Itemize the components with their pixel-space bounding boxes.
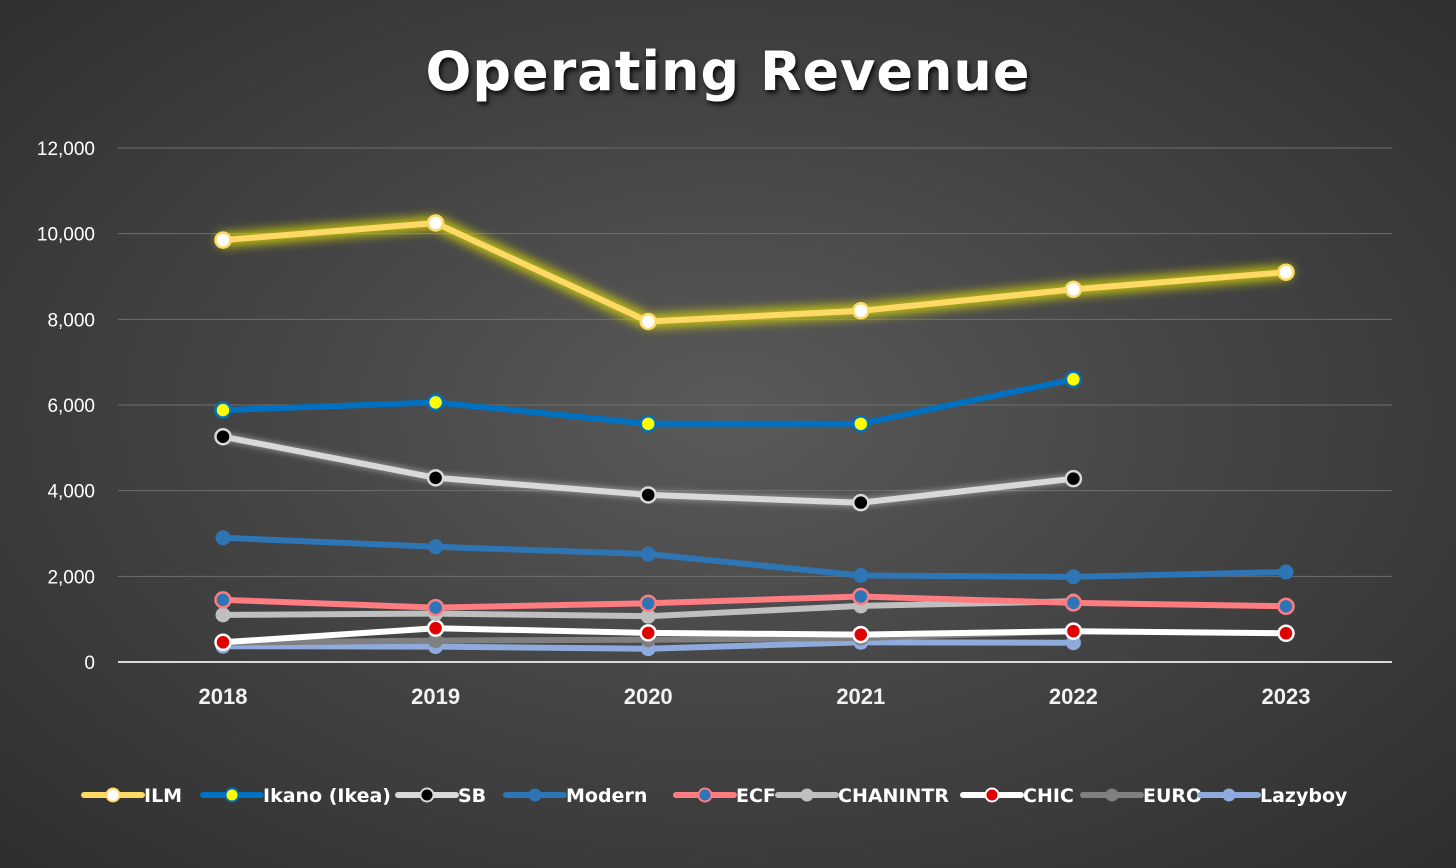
y-tick-label: 0 — [84, 653, 95, 674]
gridlines — [118, 147, 1392, 577]
data-point — [214, 633, 232, 652]
data-point — [640, 608, 656, 624]
data-point — [639, 312, 657, 331]
data-point — [1277, 597, 1295, 616]
x-tick-label: 2019 — [411, 684, 460, 709]
legend-item: CHIC — [960, 785, 1074, 807]
legend-label: CHANINTR — [838, 785, 949, 807]
data-point — [428, 633, 444, 649]
x-tick-label: 2018 — [199, 684, 248, 709]
legend-item: CHANINTR — [775, 785, 949, 807]
series-ikano-ikea- — [214, 370, 1083, 433]
data-point — [1064, 280, 1083, 299]
data-point — [852, 415, 870, 433]
data-point — [852, 302, 870, 320]
legend-swatch-marker — [800, 788, 814, 802]
data-point — [1278, 564, 1294, 580]
legend-swatch-marker — [419, 787, 435, 803]
legend-swatch-marker — [224, 787, 240, 803]
y-tick-label: 6,000 — [47, 396, 95, 417]
data-point — [639, 624, 657, 642]
series-line — [220, 625, 1289, 646]
series-chic — [214, 619, 1295, 652]
y-tick-label: 12,000 — [37, 139, 95, 160]
x-tick-label: 2021 — [836, 684, 885, 709]
y-tick-label: 2,000 — [47, 567, 95, 588]
legend-swatch-marker — [528, 788, 542, 802]
data-point — [1064, 469, 1083, 488]
series-modern — [215, 530, 1294, 585]
x-tick-label: 2020 — [624, 684, 673, 709]
legend-item: Modern — [503, 785, 647, 807]
legend: ILM Ikano (Ikea) SB Modern ECF CHANINTR CHIC EU… — [81, 785, 1348, 807]
series-ecf — [214, 587, 1295, 617]
data-point — [1277, 263, 1295, 281]
series-line — [220, 220, 1289, 325]
legend-item: Ikano (Ikea) — [200, 785, 391, 807]
data-point — [852, 625, 870, 644]
data-point — [1064, 594, 1083, 612]
legend-swatch-marker — [1222, 788, 1236, 802]
data-point — [214, 231, 232, 249]
legend-label: Lazyboy — [1260, 785, 1348, 807]
data-point — [214, 427, 232, 446]
data-point — [214, 591, 232, 609]
legend-label: CHIC — [1023, 785, 1074, 807]
legend-item: ECF — [673, 785, 776, 807]
data-point — [853, 567, 869, 583]
data-point — [215, 530, 231, 546]
series-line — [220, 534, 1289, 580]
data-point — [1064, 370, 1083, 389]
x-tick-label: 2022 — [1049, 684, 1098, 709]
legend-swatch-marker — [105, 787, 121, 803]
axes: 0 2,000 4,000 6,000 8,000 10,000 12,000 2018 201… — [37, 139, 1392, 709]
data-point — [426, 393, 445, 412]
y-tick-label: 8,000 — [47, 310, 95, 331]
data-point — [1277, 624, 1295, 643]
data-point — [852, 493, 870, 512]
series-sb — [214, 427, 1083, 512]
x-tick-label: 2023 — [1262, 684, 1311, 709]
legend-label: ILM — [144, 785, 182, 807]
data-point — [215, 607, 231, 623]
y-tick-label: 10,000 — [37, 225, 95, 246]
series-lines — [214, 214, 1295, 657]
series-glow — [216, 216, 1293, 329]
legend-label: EURO — [1143, 785, 1202, 807]
data-point — [640, 546, 656, 562]
legend-swatch-marker — [984, 787, 1000, 803]
legend-label: Modern — [566, 785, 647, 807]
legend-item: ILM — [81, 785, 182, 807]
data-point — [1064, 622, 1083, 640]
data-point — [639, 594, 657, 613]
data-point — [426, 214, 445, 232]
data-point — [428, 539, 444, 555]
data-point — [426, 598, 445, 617]
legend-item: SB — [395, 785, 486, 807]
legend-label: SB — [458, 785, 486, 807]
series-ilm — [214, 214, 1295, 331]
legend-label: Ikano (Ikea) — [263, 785, 391, 807]
chart-title: Operating Revenue — [425, 40, 1031, 103]
data-point — [426, 469, 445, 487]
series-line — [220, 593, 1289, 611]
data-point — [852, 587, 870, 606]
legend-swatch-marker — [1105, 788, 1119, 802]
data-point — [214, 401, 232, 419]
data-point — [639, 415, 657, 433]
y-tick-label: 4,000 — [47, 482, 95, 503]
legend-swatch-marker — [697, 787, 713, 803]
data-point — [639, 486, 657, 504]
legend-item: Lazyboy — [1197, 785, 1348, 807]
data-point — [426, 619, 445, 637]
legend-label: ECF — [736, 785, 776, 807]
legend-item: EURO — [1080, 785, 1202, 807]
data-point — [1065, 569, 1081, 585]
